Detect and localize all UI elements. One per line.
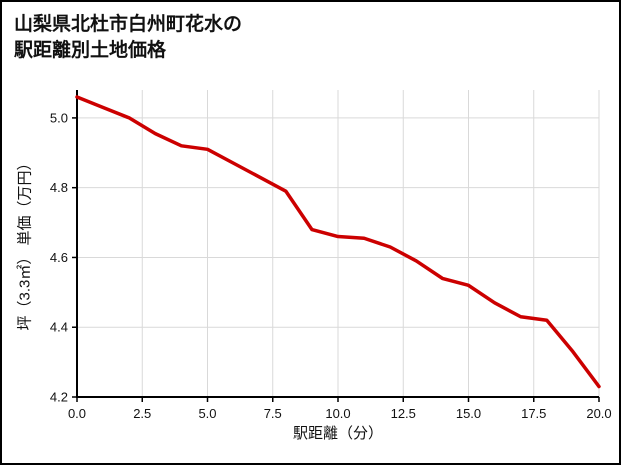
y-tick-label: 4.8 bbox=[50, 180, 68, 195]
y-axis-label: 坪（3.3㎡） 単価（万円） bbox=[16, 155, 34, 331]
price-line-series bbox=[75, 95, 601, 389]
chart-title-line2: 駅距離別土地価格 bbox=[14, 39, 167, 61]
y-tick-label: 4.6 bbox=[50, 250, 68, 265]
x-tick-label: 12.5 bbox=[391, 406, 416, 421]
x-axis-label: 駅距離（分） bbox=[292, 425, 383, 442]
x-tick-label: 10.0 bbox=[325, 406, 350, 421]
chart-title-line1: 山梨県北杜市白州町花水の bbox=[14, 14, 243, 35]
x-tick-label: 0.0 bbox=[68, 406, 86, 421]
x-tick-label: 17.5 bbox=[521, 406, 546, 421]
y-tick-label: 4.2 bbox=[50, 390, 68, 405]
x-tick-label: 7.5 bbox=[264, 406, 282, 421]
chart-title: 山梨県北杜市白州町花水の 駅距離別土地価格 bbox=[14, 12, 242, 63]
x-tick-label: 15.0 bbox=[456, 406, 481, 421]
x-tick-label: 5.0 bbox=[198, 406, 216, 421]
y-tick-label: 4.4 bbox=[50, 320, 68, 335]
x-tick-label: 20.0 bbox=[586, 406, 611, 421]
y-tick-label: 5.0 bbox=[50, 110, 68, 125]
x-tick-label: 2.5 bbox=[133, 406, 151, 421]
